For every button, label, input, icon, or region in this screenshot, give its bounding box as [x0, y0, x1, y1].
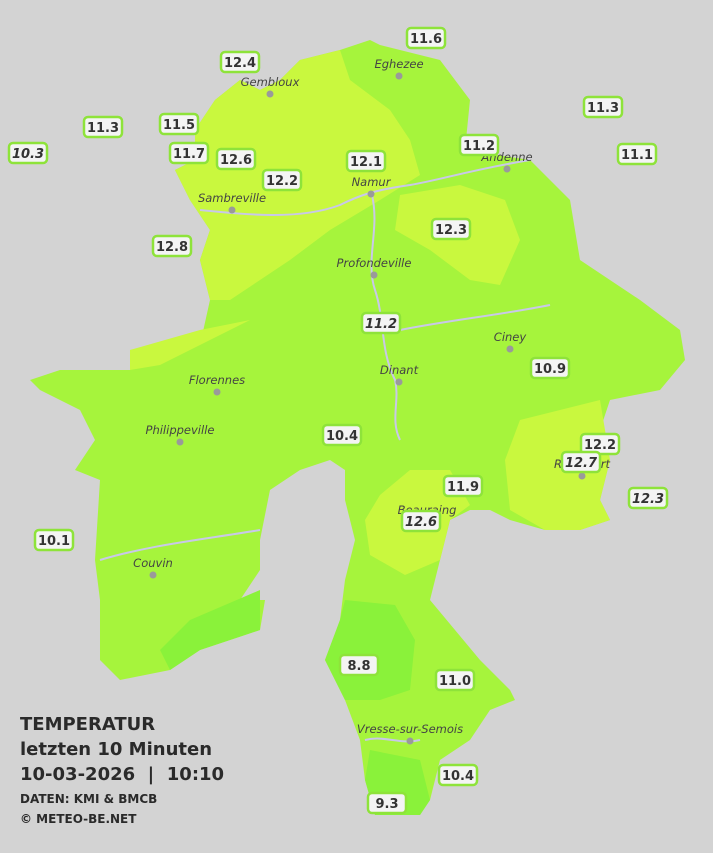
station-value: 12.6	[220, 153, 252, 168]
city-name: Ciney	[494, 330, 527, 344]
station-value: 10.9	[534, 362, 566, 377]
station-box	[437, 763, 479, 787]
station-box	[151, 234, 193, 258]
station-value: 10.3	[12, 147, 44, 162]
station-box	[400, 509, 442, 533]
station-value: 11.2	[463, 139, 495, 154]
station-value: 11.6	[410, 32, 442, 47]
city-dot	[213, 388, 221, 396]
legend-source: DATEN: KMI & BMCB	[20, 792, 157, 806]
station-box	[360, 311, 402, 335]
station-box	[616, 142, 658, 166]
station-value: 11.3	[87, 121, 119, 136]
station-value: 8.8	[347, 659, 370, 674]
station-box	[321, 423, 363, 447]
station-box	[430, 217, 472, 241]
city-name: Profondeville	[337, 256, 412, 270]
city-dot	[176, 438, 184, 446]
city-name: Eghezee	[374, 57, 423, 71]
legend: TEMPERATUR letzten 10 Minuten 10-03-2026…	[20, 714, 224, 826]
station-value: 12.1	[350, 155, 382, 170]
city-dot	[266, 90, 274, 98]
station-box	[560, 450, 602, 474]
station-value: 11.2	[365, 317, 397, 332]
station-value: 10.4	[326, 429, 358, 444]
station-box	[7, 141, 49, 165]
city-dot	[578, 472, 586, 480]
station-box	[366, 791, 408, 815]
city-dot	[370, 271, 378, 279]
station-box	[215, 147, 257, 171]
station-box	[168, 141, 210, 165]
city-dot	[503, 165, 511, 173]
city-name: Couvin	[133, 556, 173, 570]
city-dot	[149, 571, 157, 579]
station-box	[345, 149, 387, 173]
city-name: Dinant	[380, 363, 419, 377]
station-box	[33, 528, 75, 552]
city-dot	[395, 378, 403, 386]
station-value: 11.9	[447, 480, 479, 495]
city-dot	[506, 345, 514, 353]
station-box	[261, 168, 303, 192]
city-dot	[406, 737, 414, 745]
station-value: 12.3	[632, 492, 664, 507]
station-box	[82, 115, 124, 139]
station-value: 10.4	[442, 769, 474, 784]
city-dot	[395, 72, 403, 80]
city-dot	[367, 190, 375, 198]
station-value: 11.5	[163, 118, 195, 133]
station-value: 11.0	[439, 674, 471, 689]
city-name: Philippeville	[146, 423, 215, 437]
city-name: Namur	[352, 175, 392, 189]
station-box	[458, 133, 500, 157]
station-value: 12.6	[405, 515, 437, 530]
station-value: 11.3	[587, 101, 619, 116]
city-name: Vresse-sur-Semois	[357, 722, 463, 736]
station-value: 11.1	[621, 148, 653, 163]
station-value: 12.2	[266, 174, 298, 189]
station-box	[158, 112, 200, 136]
station-box	[338, 653, 380, 677]
station-box	[529, 356, 571, 380]
station-value: 9.3	[375, 797, 398, 812]
city-name: Gembloux	[241, 75, 300, 89]
station-value: 12.2	[584, 438, 616, 453]
station-box	[442, 474, 484, 498]
station-box	[219, 50, 261, 74]
station-value: 10.1	[38, 534, 70, 549]
legend-title: TEMPERATUR	[20, 714, 155, 735]
city-name: Sambreville	[198, 191, 266, 205]
legend-copyright: © METEO-BE.NET	[20, 812, 137, 826]
station-value: 12.7	[565, 456, 598, 471]
station-box	[627, 486, 669, 510]
station-value: 11.7	[173, 147, 205, 162]
station-box	[582, 95, 624, 119]
city-name: Florennes	[189, 373, 245, 387]
station-value: 12.4	[224, 56, 256, 71]
station-box	[434, 668, 476, 692]
legend-subtitle: letzten 10 Minuten	[20, 739, 212, 760]
city-dot	[228, 206, 236, 214]
station-box	[405, 26, 447, 50]
station-value: 12.8	[156, 240, 188, 255]
legend-datetime: 10-03-2026 | 10:10	[20, 764, 224, 785]
station-value: 12.3	[435, 223, 467, 238]
